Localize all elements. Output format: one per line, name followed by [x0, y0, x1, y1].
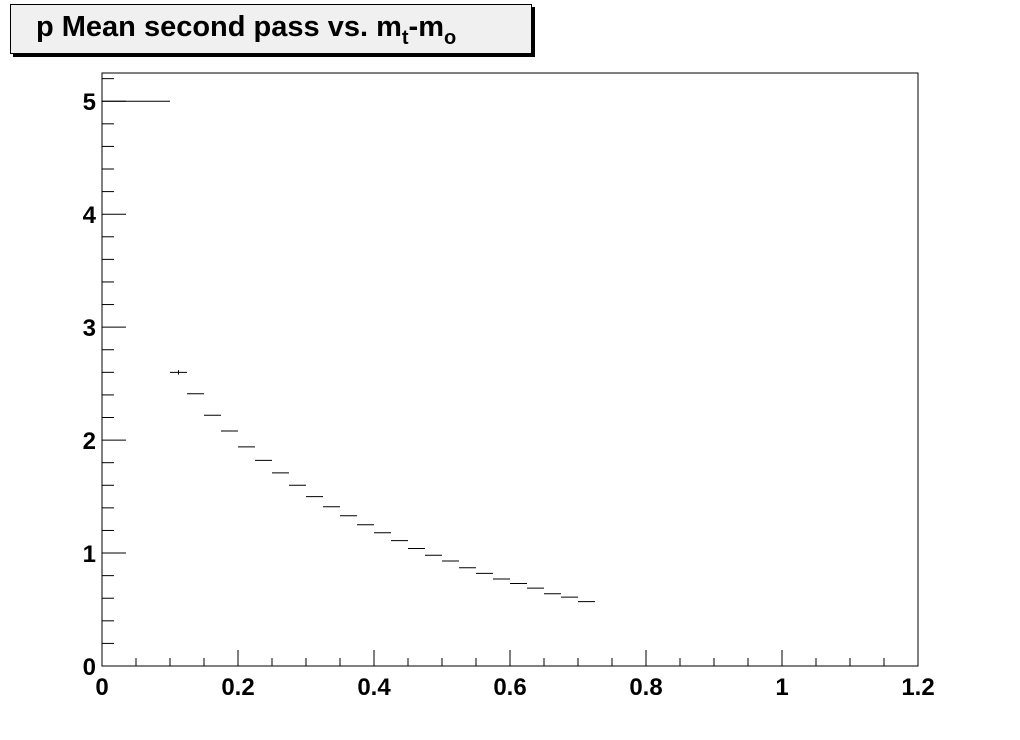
data-markers [102, 100, 595, 603]
title-mid: -m [408, 11, 444, 43]
title-sub-t: t [401, 27, 409, 49]
title-sub-o: o [443, 27, 457, 49]
y-tick-label: 4 [83, 202, 97, 229]
x-major-ticks [101, 650, 919, 666]
data-point [170, 370, 187, 375]
y-tick-labels: 0 1 2 3 4 5 [83, 89, 97, 681]
y-tick-label: 0 [83, 654, 96, 681]
x-tick-label: 0.6 [493, 674, 526, 701]
x-minor-ticks [135, 658, 885, 666]
title-main: p Mean second pass vs. m [36, 11, 402, 43]
x-tick-label: 0.4 [357, 674, 391, 701]
x-tick-label: 0.2 [221, 674, 254, 701]
x-tick-label: 0 [95, 674, 108, 701]
y-tick-label: 3 [83, 315, 96, 342]
x-tick-label: 1.2 [901, 674, 934, 701]
x-tick-label: 1 [775, 674, 788, 701]
y-minor-ticks [102, 78, 114, 644]
x-tick-labels: 0 0.2 0.4 0.6 0.8 1 1.2 [95, 674, 934, 701]
y-tick-label: 1 [83, 541, 96, 568]
chart-title: p Mean second pass vs. mt-mo [10, 4, 532, 54]
y-tick-label: 5 [83, 89, 96, 116]
x-tick-label: 0.8 [629, 674, 662, 701]
y-tick-label: 2 [83, 428, 96, 455]
y-major-ticks [102, 100, 126, 667]
frame [101, 72, 919, 667]
